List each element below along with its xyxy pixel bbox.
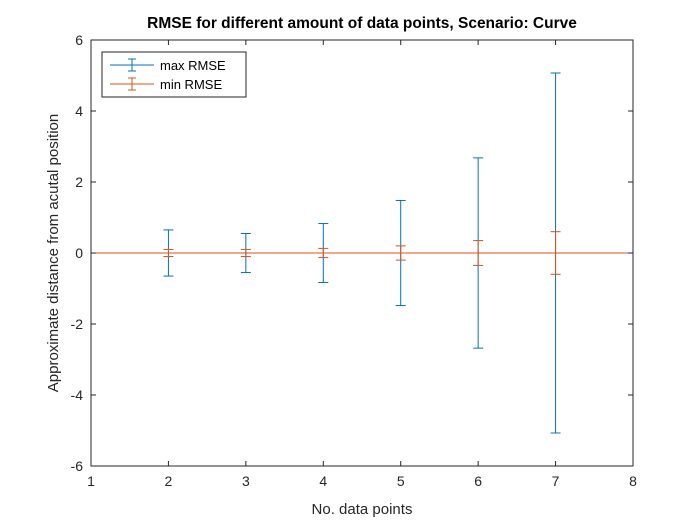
- error-bar: [163, 248, 174, 258]
- x-tick-label: 8: [629, 473, 637, 489]
- error-bar: [550, 231, 561, 275]
- x-tick-label: 7: [552, 473, 560, 489]
- y-tick-label: -4: [71, 387, 84, 403]
- error-bar: [473, 240, 484, 266]
- x-tick-label: 3: [242, 473, 250, 489]
- legend-item: max RMSE: [110, 58, 226, 73]
- legend-item: min RMSE: [110, 77, 222, 92]
- chart-title: RMSE for different amount of data points…: [147, 15, 577, 32]
- y-tick-label: 2: [75, 174, 83, 190]
- x-tick-label: 6: [474, 473, 482, 489]
- x-axis-label: No. data points: [312, 501, 413, 518]
- legend-items: max RMSE min RMSE: [110, 58, 226, 92]
- y-tick-label: 6: [75, 32, 83, 48]
- x-tick-label: 2: [165, 473, 173, 489]
- error-bar: [318, 247, 329, 259]
- x-tick-label: 5: [397, 473, 405, 489]
- y-tick-label: -2: [71, 316, 84, 332]
- y-axis-label: Approximate distance from acutal positio…: [45, 114, 62, 392]
- legend-box: [101, 51, 247, 98]
- error-bar: [240, 248, 251, 258]
- y-tick-label: 4: [75, 103, 83, 119]
- legend: max RMSE min RMSE: [101, 51, 247, 98]
- y-tick-label: -6: [71, 458, 84, 474]
- y-tick-label: 0: [75, 245, 83, 261]
- error-bar: [395, 245, 406, 261]
- series-2: [91, 231, 633, 275]
- ticks-layer: 1 2 3 4 5 6 7 8 -6 -4 -2 0 2 4 6: [71, 32, 638, 489]
- legend-label: min RMSE: [160, 77, 222, 92]
- x-tick-label: 4: [319, 473, 327, 489]
- x-tick-label: 1: [87, 473, 95, 489]
- legend-label: max RMSE: [160, 58, 226, 73]
- series-layer: [91, 72, 633, 434]
